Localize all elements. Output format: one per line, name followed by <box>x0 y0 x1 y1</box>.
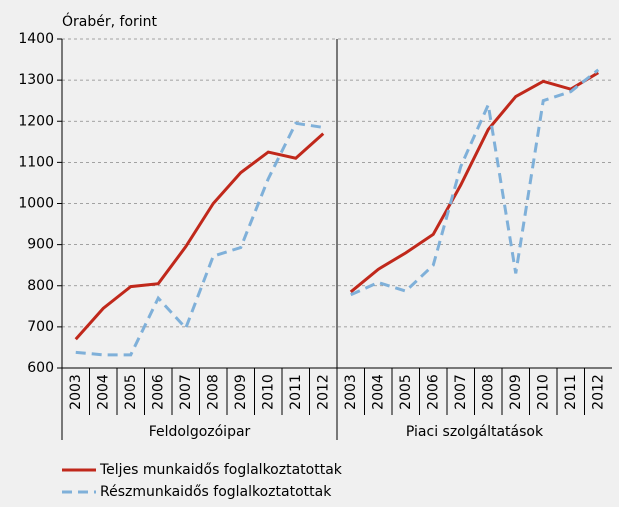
x-tick-label: 2011 <box>288 374 304 410</box>
x-tick-label: 2003 <box>343 374 359 410</box>
y-tick-label: 1300 <box>18 72 54 88</box>
y-tick-label: 1000 <box>18 196 54 212</box>
x-tick-label: 2011 <box>563 374 579 410</box>
series-line <box>349 71 600 294</box>
series-line <box>74 132 325 341</box>
x-tick-label: 2009 <box>508 374 524 410</box>
x-tick-label: 2007 <box>178 374 194 410</box>
x-tick-label: 2010 <box>535 374 551 410</box>
x-tick-label: 2006 <box>425 374 441 410</box>
y-tick-label: 600 <box>27 360 54 376</box>
legend-label: Részmunkaidős foglalkoztatottak <box>100 484 332 500</box>
x-tick-label: 2003 <box>68 374 84 410</box>
x-tick-label: 2008 <box>480 374 496 410</box>
y-tick-label: 1100 <box>18 154 54 170</box>
legend-label: Teljes munkaidős foglalkoztatottak <box>99 462 343 478</box>
x-tick-label: 2012 <box>590 374 606 410</box>
series-line <box>350 68 600 297</box>
y-tick-label: 700 <box>27 319 54 335</box>
group-label: Feldolgozóipar <box>149 424 251 440</box>
x-tick-label: 2007 <box>453 374 469 410</box>
x-tick-label: 2006 <box>150 374 166 410</box>
x-tick-label: 2009 <box>233 374 249 410</box>
x-tick-label: 2005 <box>123 374 139 410</box>
x-tick-label: 2012 <box>315 374 331 410</box>
x-tick-label: 2005 <box>398 374 414 410</box>
y-tick-label: 900 <box>27 237 54 253</box>
y-tick-label: 1400 <box>18 31 54 47</box>
x-tick-label: 2008 <box>205 374 221 410</box>
x-tick-label: 2004 <box>370 374 386 410</box>
x-tick-label: 2010 <box>260 374 276 410</box>
series-line <box>75 121 324 357</box>
x-tick-label: 2004 <box>95 374 111 410</box>
y-axis-label: Órabér, forint <box>62 12 158 30</box>
y-tick-label: 800 <box>27 278 54 294</box>
group-label: Piaci szolgáltatások <box>406 424 544 440</box>
y-tick-label: 1200 <box>18 113 54 129</box>
